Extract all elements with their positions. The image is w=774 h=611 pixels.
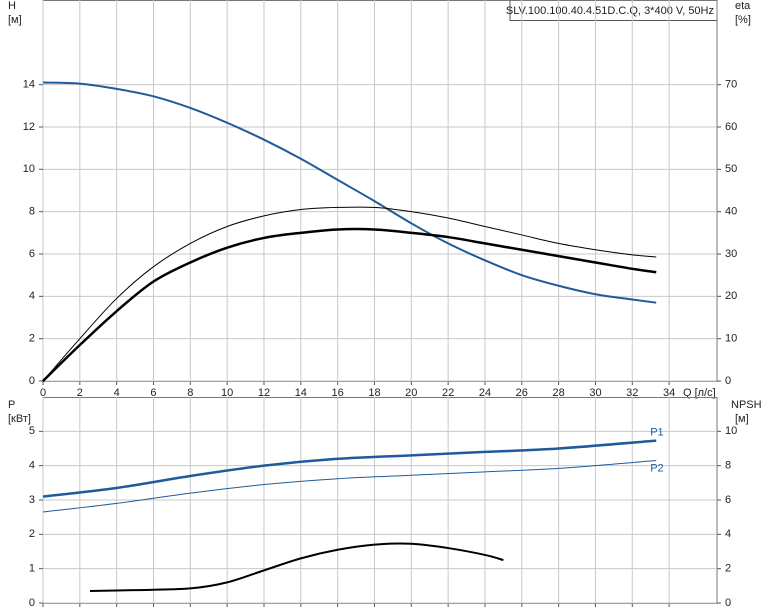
curve (42, 206, 657, 382)
y-tick-label: 4 (29, 460, 35, 472)
x-tick-label: 16 (332, 387, 344, 399)
x-tick-label: 20 (405, 387, 417, 399)
chart-title: SLV.100.100.40.4.51D.C.Q, 3*400 V, 50Hz (506, 5, 714, 17)
y2-tick-label: 40 (725, 206, 737, 218)
y-tick-label: 2 (29, 333, 35, 345)
y-tick-label: 10 (23, 163, 35, 175)
x-tick-label: 2 (77, 387, 83, 399)
x-tick-label: 30 (589, 387, 601, 399)
curve (42, 460, 657, 513)
y2-tick-label: 50 (725, 163, 737, 175)
y2-tick-label: 10 (725, 425, 737, 437)
y2-tick-label: 30 (725, 248, 737, 260)
y-tick-label: 4 (29, 290, 35, 302)
y2-axis-unit: [м] (735, 413, 749, 425)
y2-tick-label: 4 (725, 528, 731, 540)
y2-tick-label: 20 (725, 290, 737, 302)
y2-tick-label: 6 (725, 494, 731, 506)
curve (42, 439, 657, 498)
y2-tick-label: 0 (725, 597, 731, 609)
x-tick-label: 0 (40, 387, 46, 399)
y-tick-label: 14 (23, 79, 35, 91)
plot-area (42, 0, 718, 382)
curve (42, 81, 657, 304)
x-tick-label: 8 (187, 387, 193, 399)
curve-label: P1 (650, 427, 663, 439)
x-tick-label: 12 (258, 387, 270, 399)
curve (89, 542, 504, 592)
y-tick-label: 0 (29, 597, 35, 609)
y2-axis-unit: [%] (735, 14, 751, 26)
curve-label: P2 (650, 462, 663, 474)
y-tick-label: 8 (29, 206, 35, 218)
y-tick-label: 5 (29, 425, 35, 437)
y-axis-label: H (8, 0, 16, 12)
y-tick-label: 6 (29, 248, 35, 260)
y-axis-label: P (8, 399, 15, 411)
x-tick-label: 32 (626, 387, 638, 399)
y-tick-label: 0 (29, 375, 35, 387)
x-tick-label: 26 (516, 387, 528, 399)
y-tick-label: 3 (29, 494, 35, 506)
y-tick-label: 1 (29, 563, 35, 575)
y2-axis-label: eta (735, 0, 751, 12)
y2-tick-label: 2 (725, 563, 731, 575)
y2-tick-label: 60 (725, 121, 737, 133)
x-tick-label: 34 (663, 387, 675, 399)
x-tick-label: 24 (479, 387, 491, 399)
y2-axis-label: NPSH (731, 399, 762, 411)
y2-tick-label: 70 (725, 79, 737, 91)
x-axis-label: Q [л/с] (683, 387, 716, 399)
y2-tick-label: 8 (725, 460, 731, 472)
y-tick-label: 12 (23, 121, 35, 133)
y2-tick-label: 0 (725, 375, 731, 387)
x-tick-label: 22 (442, 387, 454, 399)
x-tick-label: 10 (221, 387, 233, 399)
x-tick-label: 6 (150, 387, 156, 399)
x-tick-label: 18 (368, 387, 380, 399)
y-axis-unit: [кВт] (8, 413, 31, 425)
x-tick-label: 28 (553, 387, 565, 399)
y-axis-unit: [м] (8, 14, 22, 26)
x-tick-label: 14 (295, 387, 307, 399)
y-tick-label: 2 (29, 528, 35, 540)
y2-tick-label: 10 (725, 333, 737, 345)
curve (42, 227, 657, 382)
x-tick-label: 4 (114, 387, 120, 399)
